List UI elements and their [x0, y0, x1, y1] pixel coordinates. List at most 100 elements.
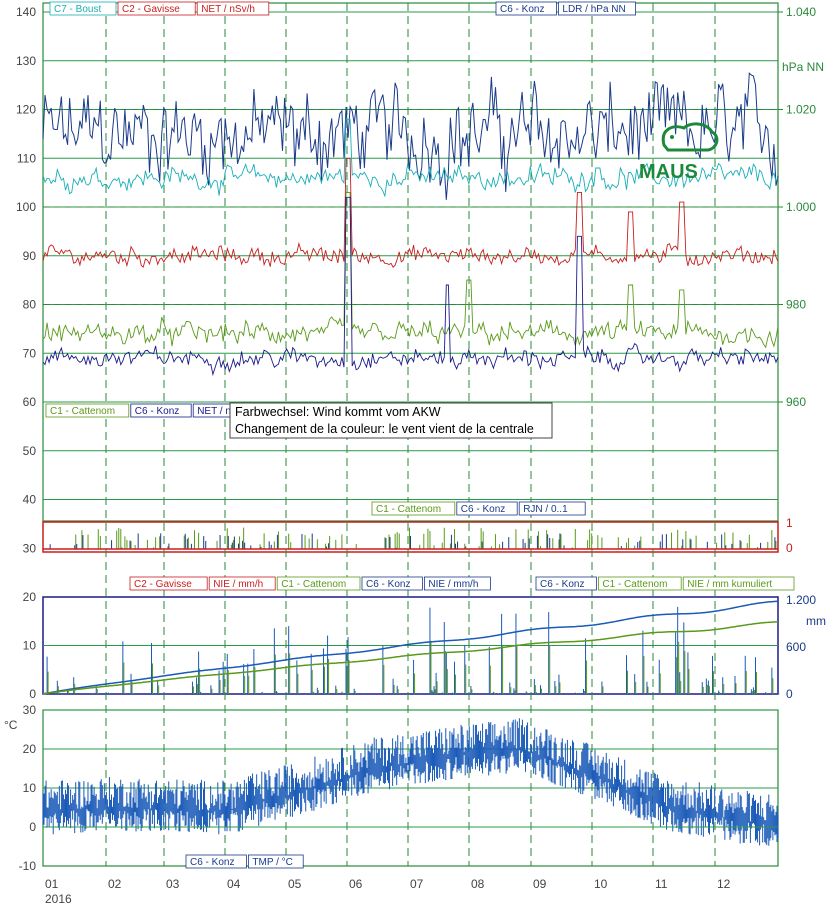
rjn-tick-label: 1 [786, 516, 793, 530]
panel2-legend-label: C1 - Cattenom [376, 504, 441, 515]
panel1-ytick-label: 100 [16, 200, 36, 214]
rain-cum-tick-label: 0 [786, 687, 793, 701]
panel1-top-right-legend-label: LDR / hPa NN [562, 4, 625, 15]
panel4-unit-label: °C [4, 718, 18, 732]
panel1-bottom-legend-box [45, 403, 130, 418]
panel3-left-legend-box [361, 576, 423, 591]
panel3-ytick-label: 0 [29, 687, 36, 701]
panel1-ytick-label: 130 [16, 54, 36, 68]
axes-layer: 1401301201101009080706050403020100302010… [4, 5, 826, 906]
legend-layer: C7 - Boust C2 - Gavisse NET / nSv/h C6 - Ko… [45, 1, 795, 869]
panel3-left-legend-label: C2 - Gavisse [134, 579, 192, 590]
mouse-logo-eye-icon [670, 135, 674, 139]
panel2-frame [42, 521, 779, 553]
panel1-top-left-legend-box [49, 1, 117, 16]
panel3-left-legend-label: C1 - Cattenom [281, 579, 346, 590]
mouse-logo-icon [661, 122, 719, 152]
panel2-legend-box [518, 501, 586, 516]
panel2-ytick-label: 50 [23, 444, 37, 458]
year-label: 2016 [45, 892, 72, 906]
month-tick-label: 06 [349, 877, 363, 891]
series-gavisse-line [42, 157, 779, 268]
pressure-tick-label: 1.020 [786, 103, 816, 117]
panel3-right-legend-label: NIE / mm kumuliert [687, 579, 772, 590]
month-tick-label: 10 [594, 877, 608, 891]
panel1-bottom-legend-label: C1 - Cattenom [50, 406, 115, 417]
panel1-top-left-legend-label: C7 - Boust [54, 4, 101, 15]
panel4-legend-box [185, 854, 247, 869]
month-tick-label: 08 [471, 877, 485, 891]
panel4-ytick-label: 10 [23, 781, 37, 795]
panel1-frame [42, 2, 779, 522]
panel2-legend-label: C6 - Konz [461, 504, 505, 515]
panel1-top-right-legend-box [495, 1, 557, 16]
panel1-ytick-label: 80 [23, 298, 37, 312]
rain-cum-unit-label: mm [806, 614, 826, 628]
series-cattenom-line [42, 191, 779, 349]
panel3-right-legend-box [682, 576, 795, 591]
panel1-top-right-legend-box [558, 1, 637, 16]
maus-logo: MAUS [639, 122, 719, 183]
panel1-ytick-label: 90 [23, 249, 37, 263]
panel1-ytick-label: 110 [17, 151, 36, 165]
pressure-tick-label: 980 [786, 298, 806, 312]
annotation-line-1: Farbwechsel: Wind kommt vom AKW [235, 405, 441, 419]
panel4-legend-label: TMP / °C [252, 857, 292, 868]
month-tick-label: 09 [533, 877, 547, 891]
series-pressure-line [42, 72, 779, 200]
month-tick-label: 05 [288, 877, 302, 891]
series-boust-line [42, 118, 779, 198]
panel1-ytick-label: 120 [16, 103, 36, 117]
panel1-top-left-legend-label: C2 - Gavisse [122, 4, 180, 15]
month-tick-label: 11 [655, 877, 668, 891]
panel4-legend-label: C6 - Konz [190, 857, 234, 868]
panel1-bottom-legend-label: C6 - Konz [135, 406, 179, 417]
panel4-legend-box [247, 854, 304, 869]
annotation-line-2: Changement de la couleur: le vent vient … [235, 422, 534, 436]
annotation-box: Farbwechsel: Wind kommt vom AKW Changeme… [229, 402, 553, 439]
panel1-bottom-legend-label: NET / nSv/h [197, 406, 251, 417]
annotation-frame [229, 402, 553, 439]
panel3-right-legend-label: C1 - Cattenom [602, 579, 667, 590]
pressure-tick-label: 1.040 [786, 5, 816, 19]
month-tick-label: 12 [717, 877, 731, 891]
panel4-ytick-label: -10 [19, 859, 37, 873]
logo-text: MAUS [639, 161, 698, 183]
month-tick-label: 02 [108, 877, 122, 891]
panel2-legend-box [371, 501, 456, 516]
month-tick-label: 01 [45, 877, 59, 891]
panel3-left-legend-label: NIE / mm/h [428, 579, 478, 590]
series-layer [42, 72, 780, 846]
panel4-ytick-label: 0 [29, 820, 36, 834]
panel4-ytick-label: 20 [23, 742, 37, 756]
panel3-left-legend-label: C6 - Konz [366, 579, 410, 590]
panel2-legend-label: RJN / 0..1 [523, 504, 568, 515]
pressure-tick-label: 1.000 [786, 200, 816, 214]
panel1-top-left-legend-box [196, 1, 270, 16]
panel1-top-left-legend-box [117, 1, 196, 16]
month-tick-label: 07 [410, 877, 424, 891]
pressure-tick-label: 960 [786, 395, 806, 409]
month-tick-label: 04 [227, 877, 241, 891]
panel1-ytick-label: 60 [23, 395, 37, 409]
panel4-ytick-label: 30 [23, 703, 37, 717]
panel1-bottom-legend-box [130, 403, 192, 418]
panel1-top-right-legend-label: C6 - Konz [500, 4, 544, 15]
panel3-left-legend-box [129, 576, 208, 591]
panel3-left-legend-label: NIE / mm/h [213, 579, 263, 590]
series-rain-cattenom-cumulative [42, 621, 779, 695]
pressure-unit-label: hPa NN [782, 60, 824, 74]
panel1-ytick-label: 70 [23, 346, 37, 360]
panel2-legend-box [456, 501, 518, 516]
rain-cum-tick-label: 600 [786, 640, 806, 654]
panel3-left-legend-box [208, 576, 276, 591]
month-tick-label: 03 [166, 877, 180, 891]
panel3-ytick-label: 10 [23, 639, 37, 653]
series-konz-line [42, 196, 779, 377]
panel3-right-legend-box [535, 576, 597, 591]
panel3-left-legend-box [423, 576, 491, 591]
panel1-ytick-label: 140 [16, 5, 36, 19]
panel1-top-left-legend-label: NET / nSv/h [201, 4, 255, 15]
